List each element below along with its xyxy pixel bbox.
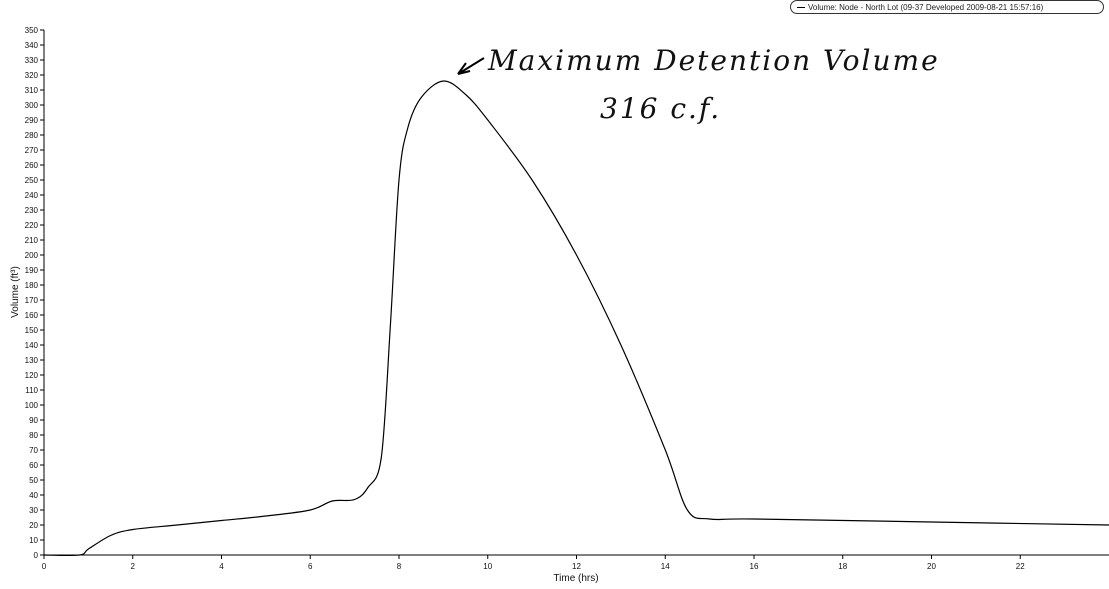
y-tick-label: 130 [25, 356, 39, 365]
y-tick-label: 10 [29, 536, 38, 545]
y-tick-label: 60 [29, 461, 38, 470]
annotation-value: 316 c.f. [600, 92, 722, 125]
y-tick-label: 330 [25, 56, 39, 65]
legend: Volume: Node - North Lot (09-37 Develope… [790, 0, 1104, 14]
y-tick-label: 310 [25, 86, 39, 95]
x-tick-label: 6 [308, 562, 313, 571]
y-tick-label: 180 [25, 281, 39, 290]
y-tick-label: 210 [25, 236, 39, 245]
x-axis-title: Time (hrs) [553, 573, 598, 584]
y-tick-label: 230 [25, 206, 39, 215]
y-tick-label: 90 [29, 416, 38, 425]
y-tick-label: 300 [25, 101, 39, 110]
x-tick-label: 0 [42, 562, 47, 571]
x-tick-label: 10 [483, 562, 492, 571]
y-tick-label: 200 [25, 251, 39, 260]
y-tick-label: 50 [29, 476, 38, 485]
annotation-title: Maximum Detention Volume [488, 44, 940, 77]
y-axis-title: Volume (ft³) [10, 266, 21, 318]
y-tick-label: 340 [25, 41, 39, 50]
y-tick-label: 70 [29, 446, 38, 455]
legend-swatch [797, 7, 805, 9]
annotation-arrow-icon [457, 57, 485, 75]
y-tick-label: 100 [25, 401, 39, 410]
y-tick-label: 20 [29, 521, 38, 530]
y-tick-label: 150 [25, 326, 39, 335]
x-tick-label: 8 [397, 562, 402, 571]
series-line-volume [43, 80, 1109, 557]
y-axis-ticks: 0 10 20 30 40 50 60 70 80 90 100 110 120 130 140 150 160… [25, 26, 44, 560]
x-tick-label: 14 [661, 562, 670, 571]
x-tick-label: 18 [838, 562, 847, 571]
y-tick-label: 30 [29, 506, 38, 515]
y-tick-label: 40 [29, 491, 38, 500]
y-tick-label: 80 [29, 431, 38, 440]
x-tick-label: 4 [219, 562, 224, 571]
y-tick-label: 220 [25, 221, 39, 230]
y-tick-label: 240 [25, 191, 39, 200]
y-tick-label: 260 [25, 161, 39, 170]
y-tick-label: 280 [25, 131, 39, 140]
x-tick-label: 16 [750, 562, 759, 571]
y-tick-label: 0 [34, 551, 39, 560]
y-tick-label: 140 [25, 341, 39, 350]
y-tick-label: 350 [25, 26, 39, 35]
y-tick-label: 110 [25, 386, 38, 395]
y-tick-label: 170 [25, 296, 39, 305]
x-axis-ticks: 0 2 4 6 8 10 12 14 16 18 20 22 [42, 555, 1025, 571]
y-tick-label: 270 [25, 146, 39, 155]
y-tick-label: 290 [25, 116, 39, 125]
y-tick-label: 120 [25, 371, 39, 380]
y-tick-label: 320 [25, 71, 39, 80]
y-tick-label: 250 [25, 176, 39, 185]
x-tick-label: 12 [572, 562, 581, 571]
x-tick-label: 20 [927, 562, 936, 571]
legend-label: Volume: Node - North Lot (09-37 Develope… [808, 3, 1044, 12]
x-tick-label: 2 [131, 562, 136, 571]
x-tick-label: 22 [1016, 562, 1025, 571]
y-tick-label: 160 [25, 311, 39, 320]
y-tick-label: 190 [25, 266, 39, 275]
